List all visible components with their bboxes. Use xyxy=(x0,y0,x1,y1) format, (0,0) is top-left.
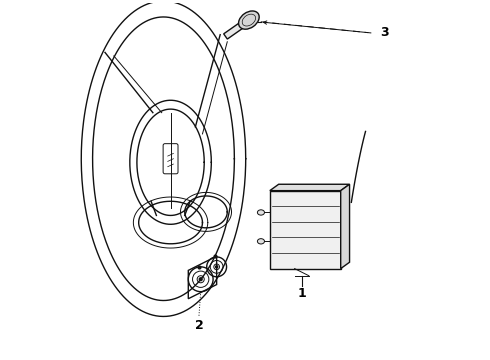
Polygon shape xyxy=(270,184,349,191)
Text: 2: 2 xyxy=(195,319,203,332)
Text: 3: 3 xyxy=(380,26,388,39)
Circle shape xyxy=(199,278,202,281)
Circle shape xyxy=(216,266,218,268)
Polygon shape xyxy=(270,191,341,269)
Text: 1: 1 xyxy=(297,287,306,300)
Ellipse shape xyxy=(257,239,265,244)
Ellipse shape xyxy=(257,210,265,215)
Ellipse shape xyxy=(239,11,259,29)
Polygon shape xyxy=(341,184,349,269)
Polygon shape xyxy=(223,19,247,39)
